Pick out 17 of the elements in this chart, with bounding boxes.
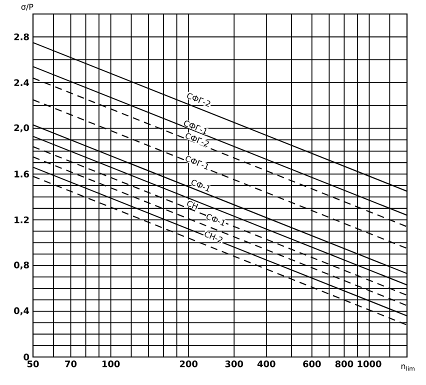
x-tick-label: 300	[225, 360, 244, 368]
y-tick-label: 2,0	[14, 124, 30, 132]
x-tick-label: 100	[102, 360, 120, 368]
y-tick-label: 2.8	[14, 33, 29, 40]
x-tick-label: 800	[335, 360, 354, 368]
x-tick-label: 600	[303, 360, 321, 368]
x-tick-label: 50	[27, 360, 39, 368]
y-tick-label: 0,4	[14, 307, 30, 316]
y-tick-label: 1.6	[14, 170, 30, 178]
y-tick-label: 2.4	[14, 79, 30, 86]
y-tick-label: 1.2	[14, 216, 29, 224]
x-tick-label: 1000	[358, 360, 382, 368]
x-tick-label: 400	[257, 360, 276, 368]
y-tick-label: 0	[24, 354, 30, 360]
x-tick-label: 200	[180, 360, 198, 368]
y-tick-label: 0,8	[14, 262, 29, 270]
x-tick-label: 70	[65, 360, 77, 368]
